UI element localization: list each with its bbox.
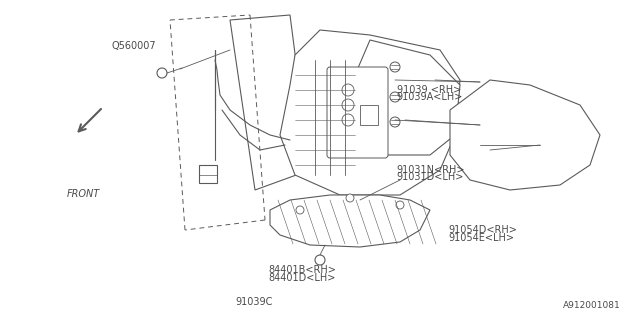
Polygon shape — [280, 30, 460, 195]
Circle shape — [157, 68, 167, 78]
Circle shape — [342, 84, 354, 96]
Circle shape — [342, 99, 354, 111]
Text: 91039A<LH>: 91039A<LH> — [397, 92, 463, 102]
Text: 84401D<LH>: 84401D<LH> — [269, 273, 336, 283]
Text: Q560007: Q560007 — [112, 41, 157, 52]
Polygon shape — [450, 80, 600, 190]
Circle shape — [390, 62, 400, 72]
Text: 91031N<RH>: 91031N<RH> — [397, 164, 465, 175]
Polygon shape — [355, 40, 460, 155]
Circle shape — [296, 206, 304, 214]
Circle shape — [390, 117, 400, 127]
Text: 84401B<RH>: 84401B<RH> — [269, 265, 337, 276]
Circle shape — [342, 114, 354, 126]
Circle shape — [315, 255, 325, 265]
Text: 91054D<RH>: 91054D<RH> — [448, 225, 517, 236]
Bar — [199, 165, 217, 183]
Text: FRONT: FRONT — [67, 188, 100, 199]
Circle shape — [390, 92, 400, 102]
Text: A912001081: A912001081 — [563, 301, 621, 310]
Text: 91039 <RH>: 91039 <RH> — [397, 84, 461, 95]
Text: 91031D<LH>: 91031D<LH> — [397, 172, 464, 182]
Bar — [360, 105, 378, 125]
Text: 91039C: 91039C — [236, 297, 273, 308]
Circle shape — [396, 201, 404, 209]
Circle shape — [346, 194, 354, 202]
FancyBboxPatch shape — [327, 67, 388, 158]
Polygon shape — [270, 195, 430, 247]
Text: 91054E<LH>: 91054E<LH> — [448, 233, 514, 243]
